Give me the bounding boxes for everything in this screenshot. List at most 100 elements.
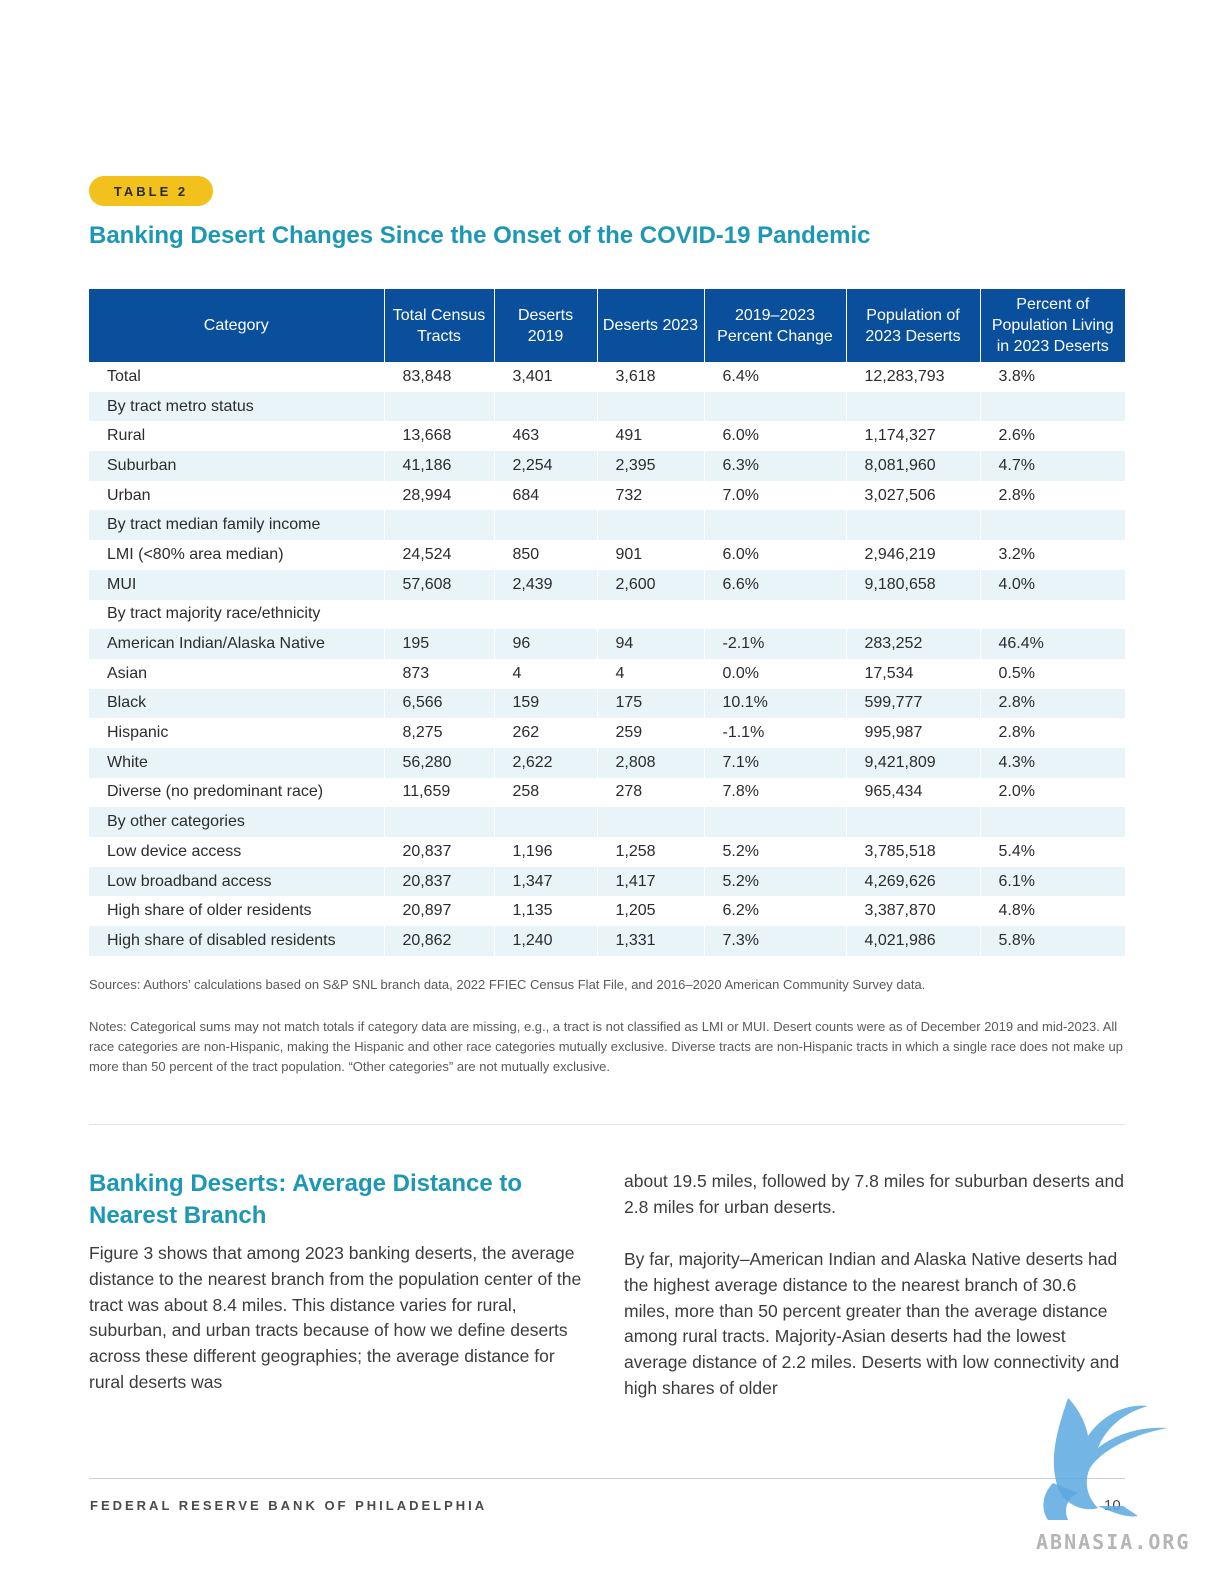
griffin-logo-icon xyxy=(1043,1398,1168,1520)
table-cell: 283,252 xyxy=(845,629,980,659)
table-cell: 7.8% xyxy=(703,777,846,808)
table-cell: 0.5% xyxy=(979,658,1125,689)
table-cell: 5.4% xyxy=(979,837,1125,867)
table-cell: 1,174,327 xyxy=(845,421,980,452)
table-cell: 9,180,658 xyxy=(845,569,980,600)
table-cell xyxy=(383,391,494,422)
table-cell: 3.2% xyxy=(979,540,1125,570)
row-category-label: MUI xyxy=(89,569,384,600)
table-row: High share of disabled residents 20,862 1,… xyxy=(89,926,1125,956)
row-category-label: By other categories xyxy=(89,807,384,837)
table-row: Hispanic 8,275 262 259 -1.1% 995,987 2.8% xyxy=(89,718,1125,748)
table-cell: 599,777 xyxy=(845,688,980,719)
table-header-row: Category Total Census Tracts Deserts 201… xyxy=(89,289,1125,362)
table-cell: 1,258 xyxy=(596,837,704,867)
table-cell: 1,347 xyxy=(493,866,597,897)
watermark-text: ABNASIA.ORG xyxy=(1036,1530,1191,1554)
table-row: By other categories xyxy=(89,807,1125,837)
row-category-label: Asian xyxy=(107,664,148,682)
table-row: Low broadband access 20,837 1,347 1,417 5.2%… xyxy=(89,866,1125,897)
table-cell xyxy=(703,599,846,630)
table-row: Total 83,848 3,401 3,618 6.4% 12,283,793 3.8% xyxy=(89,362,1125,392)
table-cell: 4.0% xyxy=(979,569,1125,600)
table-badge: TABLE 2 xyxy=(89,176,213,206)
table-cell: 1,205 xyxy=(596,896,704,927)
table-cell: 94 xyxy=(596,629,704,659)
table-cell: 28,994 xyxy=(383,480,494,511)
table-cell xyxy=(703,510,846,541)
table-cell: 2.8% xyxy=(979,718,1125,748)
footer-divider xyxy=(89,1478,1125,1479)
row-category-label: Total xyxy=(107,367,141,385)
table-cell: 24,524 xyxy=(383,540,494,570)
row-category-label: Black xyxy=(89,688,384,719)
table-cell: 278 xyxy=(596,777,704,808)
table-cell: -1.1% xyxy=(703,718,846,748)
table-row: Black 6,566 159 175 10.1% 599,777 2.8% xyxy=(89,688,1125,719)
table-cell: 46.4% xyxy=(979,629,1125,659)
table-cell: 6.0% xyxy=(703,421,846,452)
table-cell: 4.8% xyxy=(979,896,1125,927)
table-cell: 995,987 xyxy=(845,718,980,748)
table-cell: 850 xyxy=(493,540,597,570)
table-cell xyxy=(845,391,980,422)
table-cell: 17,534 xyxy=(845,658,980,689)
table-cell: 2.8% xyxy=(979,688,1125,719)
table-cell: 96 xyxy=(493,629,597,659)
table-cell xyxy=(383,807,494,837)
table-cell xyxy=(845,807,980,837)
column-header: Deserts 2019 xyxy=(493,289,597,362)
section-heading: Banking Deserts: Average Distance to Nea… xyxy=(89,1170,523,1229)
table-cell: 2.6% xyxy=(979,421,1125,452)
table-row: Urban 28,994 684 732 7.0% 3,027,506 2.8% xyxy=(89,480,1125,511)
table-cell: 4 xyxy=(596,658,704,689)
table-cell: 5.2% xyxy=(703,866,846,897)
table-cell: 175 xyxy=(596,688,704,719)
table-row: High share of older residents 20,897 1,135… xyxy=(89,896,1125,927)
table-cell: 4,269,626 xyxy=(845,866,980,897)
table-cell: 20,837 xyxy=(383,837,494,867)
row-category-label: By tract median family income xyxy=(89,510,384,541)
body-paragraph: By far, majority–American Indian and Ala… xyxy=(624,1249,1120,1398)
table-cell: 2,395 xyxy=(596,451,704,481)
table-cell: 4.3% xyxy=(979,747,1125,778)
table-cell: 3,401 xyxy=(493,362,597,392)
table-cell: 2,254 xyxy=(493,451,597,481)
table-cell: 2,808 xyxy=(596,747,704,778)
table-cell xyxy=(493,510,597,541)
table-cell xyxy=(493,599,597,630)
table-cell: 2.0% xyxy=(979,777,1125,808)
row-category-label: By tract majority race/ethnicity xyxy=(107,605,321,623)
table-row: American Indian/Alaska Native 195 96 94 -2.1… xyxy=(89,629,1125,659)
table-cell: 1,240 xyxy=(493,926,597,956)
table-cell: 684 xyxy=(493,480,597,511)
body-paragraph: Figure 3 shows that among 2023 banking d… xyxy=(89,1243,582,1392)
table-cell xyxy=(845,510,980,541)
table-cell: 11,659 xyxy=(383,777,494,808)
table-cell: 13,668 xyxy=(383,421,494,452)
row-category-label: Urban xyxy=(107,486,151,504)
column-header: Total Census Tracts xyxy=(383,289,494,362)
table-row: By tract metro status xyxy=(89,391,1125,422)
row-category-label: Suburban xyxy=(89,451,384,481)
table-cell: 83,848 xyxy=(383,362,494,392)
table-cell: 901 xyxy=(596,540,704,570)
table-cell xyxy=(979,510,1125,541)
table-cell xyxy=(703,807,846,837)
table-row: Rural 13,668 463 491 6.0% 1,174,327 2.6% xyxy=(89,421,1125,452)
table-cell: -2.1% xyxy=(703,629,846,659)
table-cell: 258 xyxy=(493,777,597,808)
table-cell: 463 xyxy=(493,421,597,452)
column-header: Percent of Population Living in 2023 Des… xyxy=(979,289,1125,362)
row-category-label: High share of disabled residents xyxy=(89,926,384,956)
table-cell: 41,186 xyxy=(383,451,494,481)
table-cell xyxy=(383,599,494,630)
row-category-label: Low broadband access xyxy=(89,866,384,897)
table-cell: 5.8% xyxy=(979,926,1125,956)
table-cell: 3.8% xyxy=(979,362,1125,392)
table-row: White 56,280 2,622 2,808 7.1% 9,421,809 4.3% xyxy=(89,747,1125,778)
column-header: Deserts 2023 xyxy=(596,289,704,362)
table-cell: 56,280 xyxy=(383,747,494,778)
row-category-label: Diverse (no predominant race) xyxy=(107,783,324,801)
table-cell: 8,081,960 xyxy=(845,451,980,481)
